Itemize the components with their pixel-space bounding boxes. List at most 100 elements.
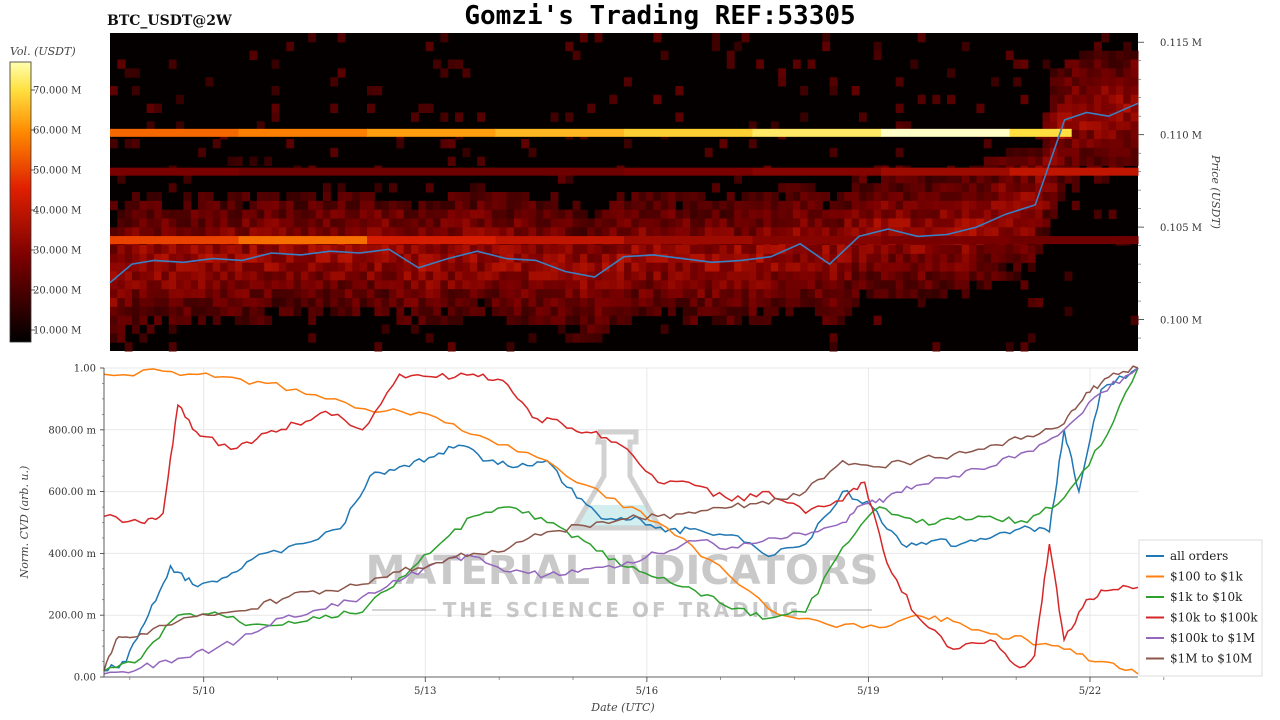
heatmap-cell [139,245,148,255]
heatmap-cell [139,227,148,237]
heatmap-cell [954,174,963,184]
heatmap-cell [704,262,713,272]
heatmap-cell [110,139,118,149]
heatmap-cell [293,192,302,202]
heatmap-cell [961,289,970,299]
heatmap-cell [477,271,485,281]
heatmap-cell [161,227,170,237]
heatmap-cell [234,218,243,228]
heatmap-cell [858,245,867,255]
heatmap-cell [587,306,596,317]
heatmap-cell [256,227,265,237]
heatmap-cell [161,262,170,272]
heatmap-cell [256,306,265,317]
heatmap-cell [616,209,625,219]
colorbar-tick-label: 40.000 M [33,206,81,217]
heatmap-cell [161,253,170,264]
heatmap-cells [110,33,1139,352]
heatmap-cell [903,280,911,290]
heatmap-cell [660,50,669,60]
heatmap-cell [873,183,882,193]
heatmap-cell [278,253,287,264]
heatmap-cell [1020,280,1029,290]
heatmap-cell [624,271,632,281]
heatmap-cell [785,306,794,317]
heatmap-cell [469,183,478,193]
heatmap-cell [565,174,574,184]
heatmap-cell [763,218,772,228]
heatmap-cell [249,253,258,264]
heatmap-cell [829,342,838,352]
heatmap-cell [756,271,765,281]
heatmap-cell [220,218,228,228]
heatmap-cell [1130,77,1139,87]
legend-label: all orders [1170,549,1228,563]
heatmap-cell [440,209,449,219]
heatmap-cell [763,315,772,325]
heatmap-cell [1042,218,1051,228]
heatmap-cell [168,280,177,290]
heatmap-cell [389,298,397,308]
heatmap-cell [198,315,206,325]
heatmap-cell [1005,245,1014,255]
heatmap-cell [491,218,500,228]
heatmap-cell [491,298,500,308]
heatmap-cell [535,262,544,272]
heatmap-cell [925,253,933,264]
heatmap-cell [132,262,140,272]
heatmap-cell [697,253,706,264]
heatmap-cell [822,280,831,290]
heatmap-cell [770,209,779,219]
heatmap-cell [521,306,530,317]
heatmap-cell [624,280,632,290]
heatmap-cell [712,183,720,193]
heatmap-cell [741,271,750,281]
heatmap-cell [697,271,706,281]
heatmap-cell [198,280,206,290]
heatmap-cell [513,271,522,281]
heatmap-cell [447,156,456,166]
heatmap-cell [381,227,390,237]
heatmap-cell [344,306,353,317]
heatmap-cell [1071,94,1080,105]
heatmap-cell [344,289,353,299]
heatmap-cell [734,315,742,325]
heatmap-cell [477,262,485,272]
heatmap-cell [778,200,787,211]
heatmap-cell [249,262,258,272]
heatmap-cell [1079,94,1088,105]
heatmap-cell [1005,227,1014,237]
heatmap-cell [932,280,941,290]
heatmap-cell [212,306,221,317]
heatmap-cell [469,209,478,219]
heatmap-cell [308,218,317,228]
heatmap-cell [1115,147,1124,158]
heatmap-cell [969,271,977,281]
heatmap-cell [396,209,405,219]
heatmap-cell [939,253,948,264]
heatmap-cell [1020,183,1029,193]
heatmap-cell [1020,227,1029,237]
heatmap-cell [792,227,801,237]
heatmap-cell [616,280,625,290]
heatmap-cell [300,298,309,308]
heatmap-cell [146,245,155,255]
heatmap-cell [587,103,596,113]
heatmap-cell [315,289,324,299]
heatmap-cell [572,280,581,290]
heatmap-cell [227,200,236,211]
heatmap-cell [983,218,992,228]
heatmap-cell [998,227,1007,237]
heatmap-cell [110,333,118,343]
heatmap-cell [844,253,853,264]
heatmap-cell [1123,86,1132,96]
heatmap-cell [521,262,530,272]
heatmap-cell [873,50,882,60]
heatmap-cell [565,315,574,325]
heatmap-cell [939,227,948,237]
heatmap-cell [220,271,228,281]
heatmap-cell [396,298,405,308]
heatmap-cell [668,306,676,317]
heatmap-cell [682,271,691,281]
heatmap-cell [271,271,280,281]
